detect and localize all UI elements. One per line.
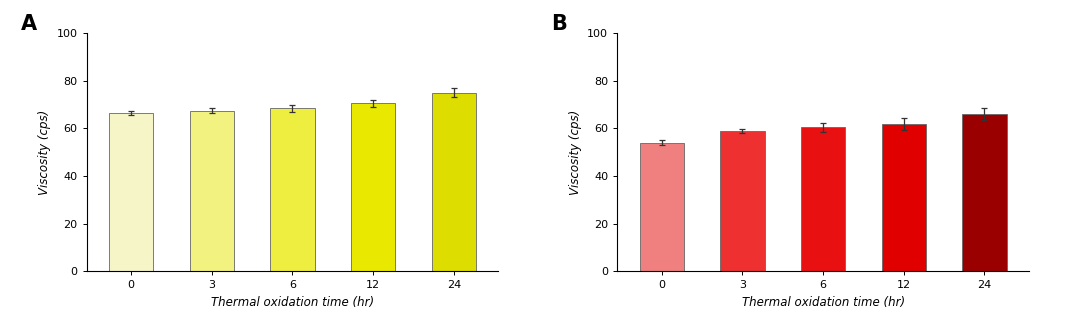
Y-axis label: Viscosity (cps): Viscosity (cps) [38,110,51,195]
Bar [720,131,765,271]
Bar [432,93,477,271]
X-axis label: Thermal oxidation time (hr): Thermal oxidation time (hr) [742,296,904,309]
Text: A: A [21,14,37,34]
Bar [801,127,845,271]
Text: B: B [551,14,567,34]
Bar [190,111,234,271]
X-axis label: Thermal oxidation time (hr): Thermal oxidation time (hr) [211,296,374,309]
Bar [639,143,683,271]
Bar [271,108,314,271]
Bar [351,103,395,271]
Y-axis label: Viscosity (cps): Viscosity (cps) [569,110,582,195]
Bar [108,113,153,271]
Bar [882,124,926,271]
Bar [963,114,1007,271]
